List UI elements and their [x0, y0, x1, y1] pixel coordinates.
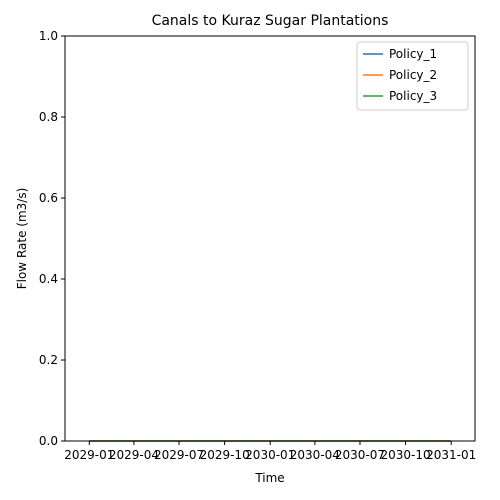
y-axis-label: Flow Rate (m3/s): [15, 188, 29, 290]
x-tick-label: 2030-04: [290, 448, 340, 462]
x-tick-label: 2029-04: [109, 448, 159, 462]
y-tick-label: 0.4: [39, 272, 58, 286]
y-tick-label: 0.0: [39, 434, 58, 448]
legend-label: Policy_2: [389, 68, 437, 82]
x-tick-label: 2029-01: [64, 448, 114, 462]
x-tick-label: 2030-07: [335, 448, 385, 462]
y-tick-label: 1.0: [39, 29, 58, 43]
y-tick-label: 0.8: [39, 110, 58, 124]
legend-label: Policy_3: [389, 89, 437, 103]
x-tick-label: 2031-01: [426, 448, 476, 462]
x-tick-label: 2030-10: [381, 448, 431, 462]
legend-label: Policy_1: [389, 47, 437, 61]
chart-title: Canals to Kuraz Sugar Plantations: [152, 13, 389, 29]
x-axis-label: Time: [254, 471, 284, 485]
legend-box: [356, 41, 469, 111]
y-tick-label: 0.6: [39, 191, 58, 205]
y-tick-label: 0.2: [39, 353, 58, 367]
x-tick-label: 2029-10: [200, 448, 250, 462]
y-axis: 0.0 0.2 0.4 0.6 0.8 1.0: [39, 29, 65, 448]
x-axis: 2029-012029-042029-072029-102030-012030-…: [64, 441, 476, 462]
legend: Policy_1 Policy_2 Policy_3: [356, 41, 469, 111]
x-tick-label: 2029-07: [154, 448, 204, 462]
x-tick-label: 2030-01: [245, 448, 295, 462]
